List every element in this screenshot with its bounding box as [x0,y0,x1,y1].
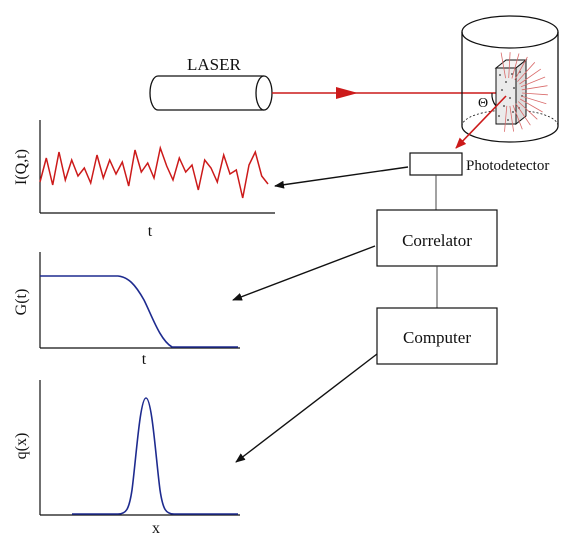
particle [498,115,500,117]
scattered-ray [508,52,511,79]
scattered-ray [509,105,514,132]
laser-tube [149,75,264,111]
laser-label: LASER [187,55,242,74]
arrow-correlator-to-g [232,245,376,301]
correlation-plot: G(t) t [13,252,240,368]
correlation-xlabel: t [142,351,147,368]
scattered-ray [515,103,531,126]
particle [503,105,505,107]
particle [513,87,515,89]
distribution-ylabel: q(x) [13,433,30,460]
photodetector-box [409,152,463,176]
computer-box [376,307,498,365]
scattered-ray [512,104,523,130]
laser-aperture [255,75,273,111]
particle [499,74,501,76]
laser-group: LASER [149,55,273,111]
correlation-curve [40,275,238,348]
distribution-curve [72,397,238,515]
correlator-label: Correlator [402,231,472,250]
particle [512,111,514,113]
cylinder-top [461,15,559,49]
intensity-xlabel: t [148,223,153,240]
intensity-plot: I(Q,t) t [13,120,275,240]
scattered-beam [455,95,507,149]
scattered-ray [521,85,548,91]
arrow-computer-to-q [235,353,378,463]
distribution-xlabel: x [152,520,160,537]
scattered-ray [517,62,536,82]
intensity-trace [39,145,269,199]
intensity-ylabel: I(Q,t) [13,149,30,185]
particle [511,73,513,75]
scattered-ray [504,105,508,132]
computer-label: Computer [403,328,471,347]
scattered-ray [521,92,548,96]
photodetector-label: Photodetector [466,158,549,174]
scattered-ray [511,53,520,79]
beam-arrowhead [336,87,358,99]
cylinder-bottom [461,125,559,143]
scattered-rays [500,52,548,132]
correlation-ylabel: G(t) [13,289,30,316]
particle [505,81,507,83]
scattered-ray [500,52,506,79]
scattered-ray [521,95,547,105]
scattered-ray [514,56,528,80]
scattered-ray [519,98,543,113]
distribution-plot: q(x) x [13,380,240,537]
particle [509,97,511,99]
theta-arc [491,92,497,107]
sample-holder: Θ [455,15,559,149]
scattered-ray [519,68,542,85]
scattered-ray [517,101,538,120]
particle [501,89,503,91]
particle [507,119,509,121]
scattered-ray [520,76,546,88]
theta-label: Θ [478,96,488,111]
arrow-detector-to-intensity [274,166,409,189]
sample-particles [498,71,523,121]
